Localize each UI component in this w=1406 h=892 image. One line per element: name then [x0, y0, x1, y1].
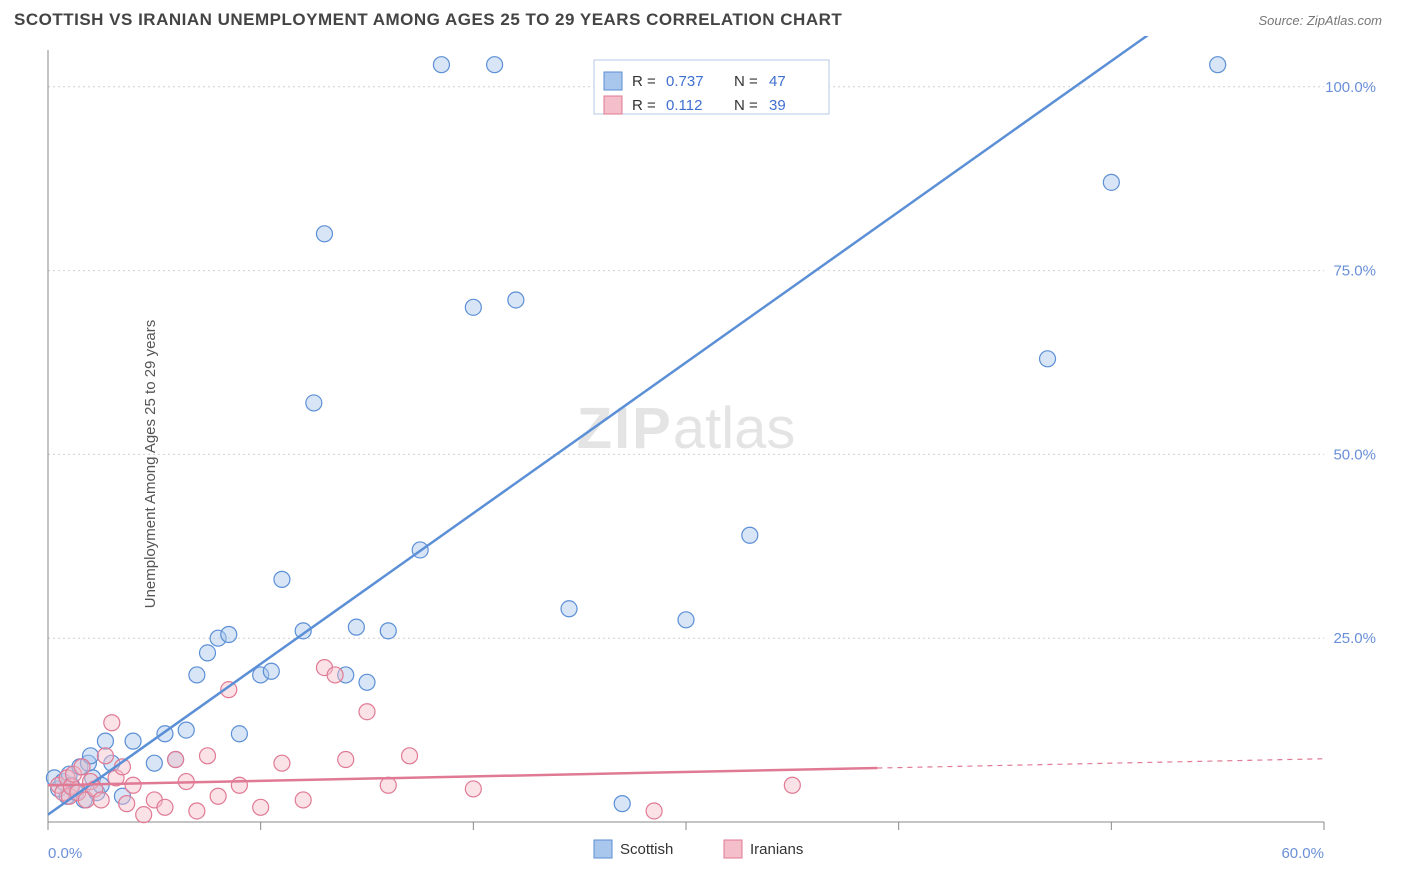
legend-series-label: Scottish — [620, 841, 673, 858]
data-point — [465, 299, 481, 315]
data-point — [306, 395, 322, 411]
data-point — [316, 226, 332, 242]
y-tick-label: 50.0% — [1333, 446, 1376, 463]
chart-source: Source: ZipAtlas.com — [1258, 13, 1382, 28]
data-point — [327, 667, 343, 683]
data-point — [508, 292, 524, 308]
legend-swatch — [604, 96, 622, 114]
data-point — [200, 748, 216, 764]
data-point — [561, 601, 577, 617]
data-point — [136, 807, 152, 823]
legend-swatch — [594, 840, 612, 858]
data-point — [1103, 174, 1119, 190]
data-point — [231, 777, 247, 793]
data-point — [97, 748, 113, 764]
data-point — [646, 803, 662, 819]
data-point — [402, 748, 418, 764]
data-point — [263, 663, 279, 679]
data-point — [338, 752, 354, 768]
data-point — [119, 796, 135, 812]
data-point — [784, 777, 800, 793]
data-point — [433, 57, 449, 73]
data-point — [125, 777, 141, 793]
legend-r-label: R = — [632, 73, 656, 90]
data-point — [157, 799, 173, 815]
data-point — [178, 722, 194, 738]
data-point — [465, 781, 481, 797]
y-tick-label: 75.0% — [1333, 263, 1376, 280]
data-point — [93, 792, 109, 808]
legend-n-label: N = — [734, 73, 758, 90]
data-point — [253, 799, 269, 815]
data-point — [104, 715, 120, 731]
data-point — [146, 755, 162, 771]
y-tick-label: 100.0% — [1325, 79, 1376, 96]
data-point — [380, 777, 396, 793]
x-tick-label: 60.0% — [1281, 845, 1324, 862]
chart-title: SCOTTISH VS IRANIAN UNEMPLOYMENT AMONG A… — [14, 10, 842, 30]
legend-series-label: Iranians — [750, 841, 803, 858]
legend-n-value: 39 — [769, 97, 786, 114]
data-point — [348, 619, 364, 635]
data-point — [359, 674, 375, 690]
y-tick-label: 25.0% — [1333, 630, 1376, 647]
legend-swatch — [724, 840, 742, 858]
data-point — [210, 788, 226, 804]
regression-line-extrapolated — [877, 759, 1324, 768]
legend-swatch — [604, 72, 622, 90]
data-point — [74, 759, 90, 775]
data-point — [614, 796, 630, 812]
scatter-plot-svg: ZIPatlas 0.0% 60.0% 25.0% 50.0% 75.0% 100.0% R … — [34, 36, 1394, 886]
data-point — [189, 803, 205, 819]
legend-stats-box — [594, 60, 829, 114]
data-point — [1040, 351, 1056, 367]
data-point — [274, 755, 290, 771]
data-point — [189, 667, 205, 683]
legend-n-value: 47 — [769, 73, 786, 90]
data-point — [380, 623, 396, 639]
data-point — [1210, 57, 1226, 73]
legend-r-value: 0.112 — [666, 97, 702, 114]
data-point — [125, 733, 141, 749]
data-point — [168, 752, 184, 768]
data-point — [231, 726, 247, 742]
data-point — [200, 645, 216, 661]
data-point — [359, 704, 375, 720]
data-point — [678, 612, 694, 628]
regression-line — [48, 768, 877, 785]
legend-r-label: R = — [632, 97, 656, 114]
data-point — [221, 627, 237, 643]
legend-n-label: N = — [734, 97, 758, 114]
watermark: ZIPatlas — [577, 396, 796, 461]
data-point — [97, 733, 113, 749]
legend-r-value: 0.737 — [666, 73, 704, 90]
data-point — [295, 792, 311, 808]
data-point — [487, 57, 503, 73]
x-tick-label: 0.0% — [48, 845, 82, 862]
data-point — [274, 571, 290, 587]
data-point — [742, 527, 758, 543]
